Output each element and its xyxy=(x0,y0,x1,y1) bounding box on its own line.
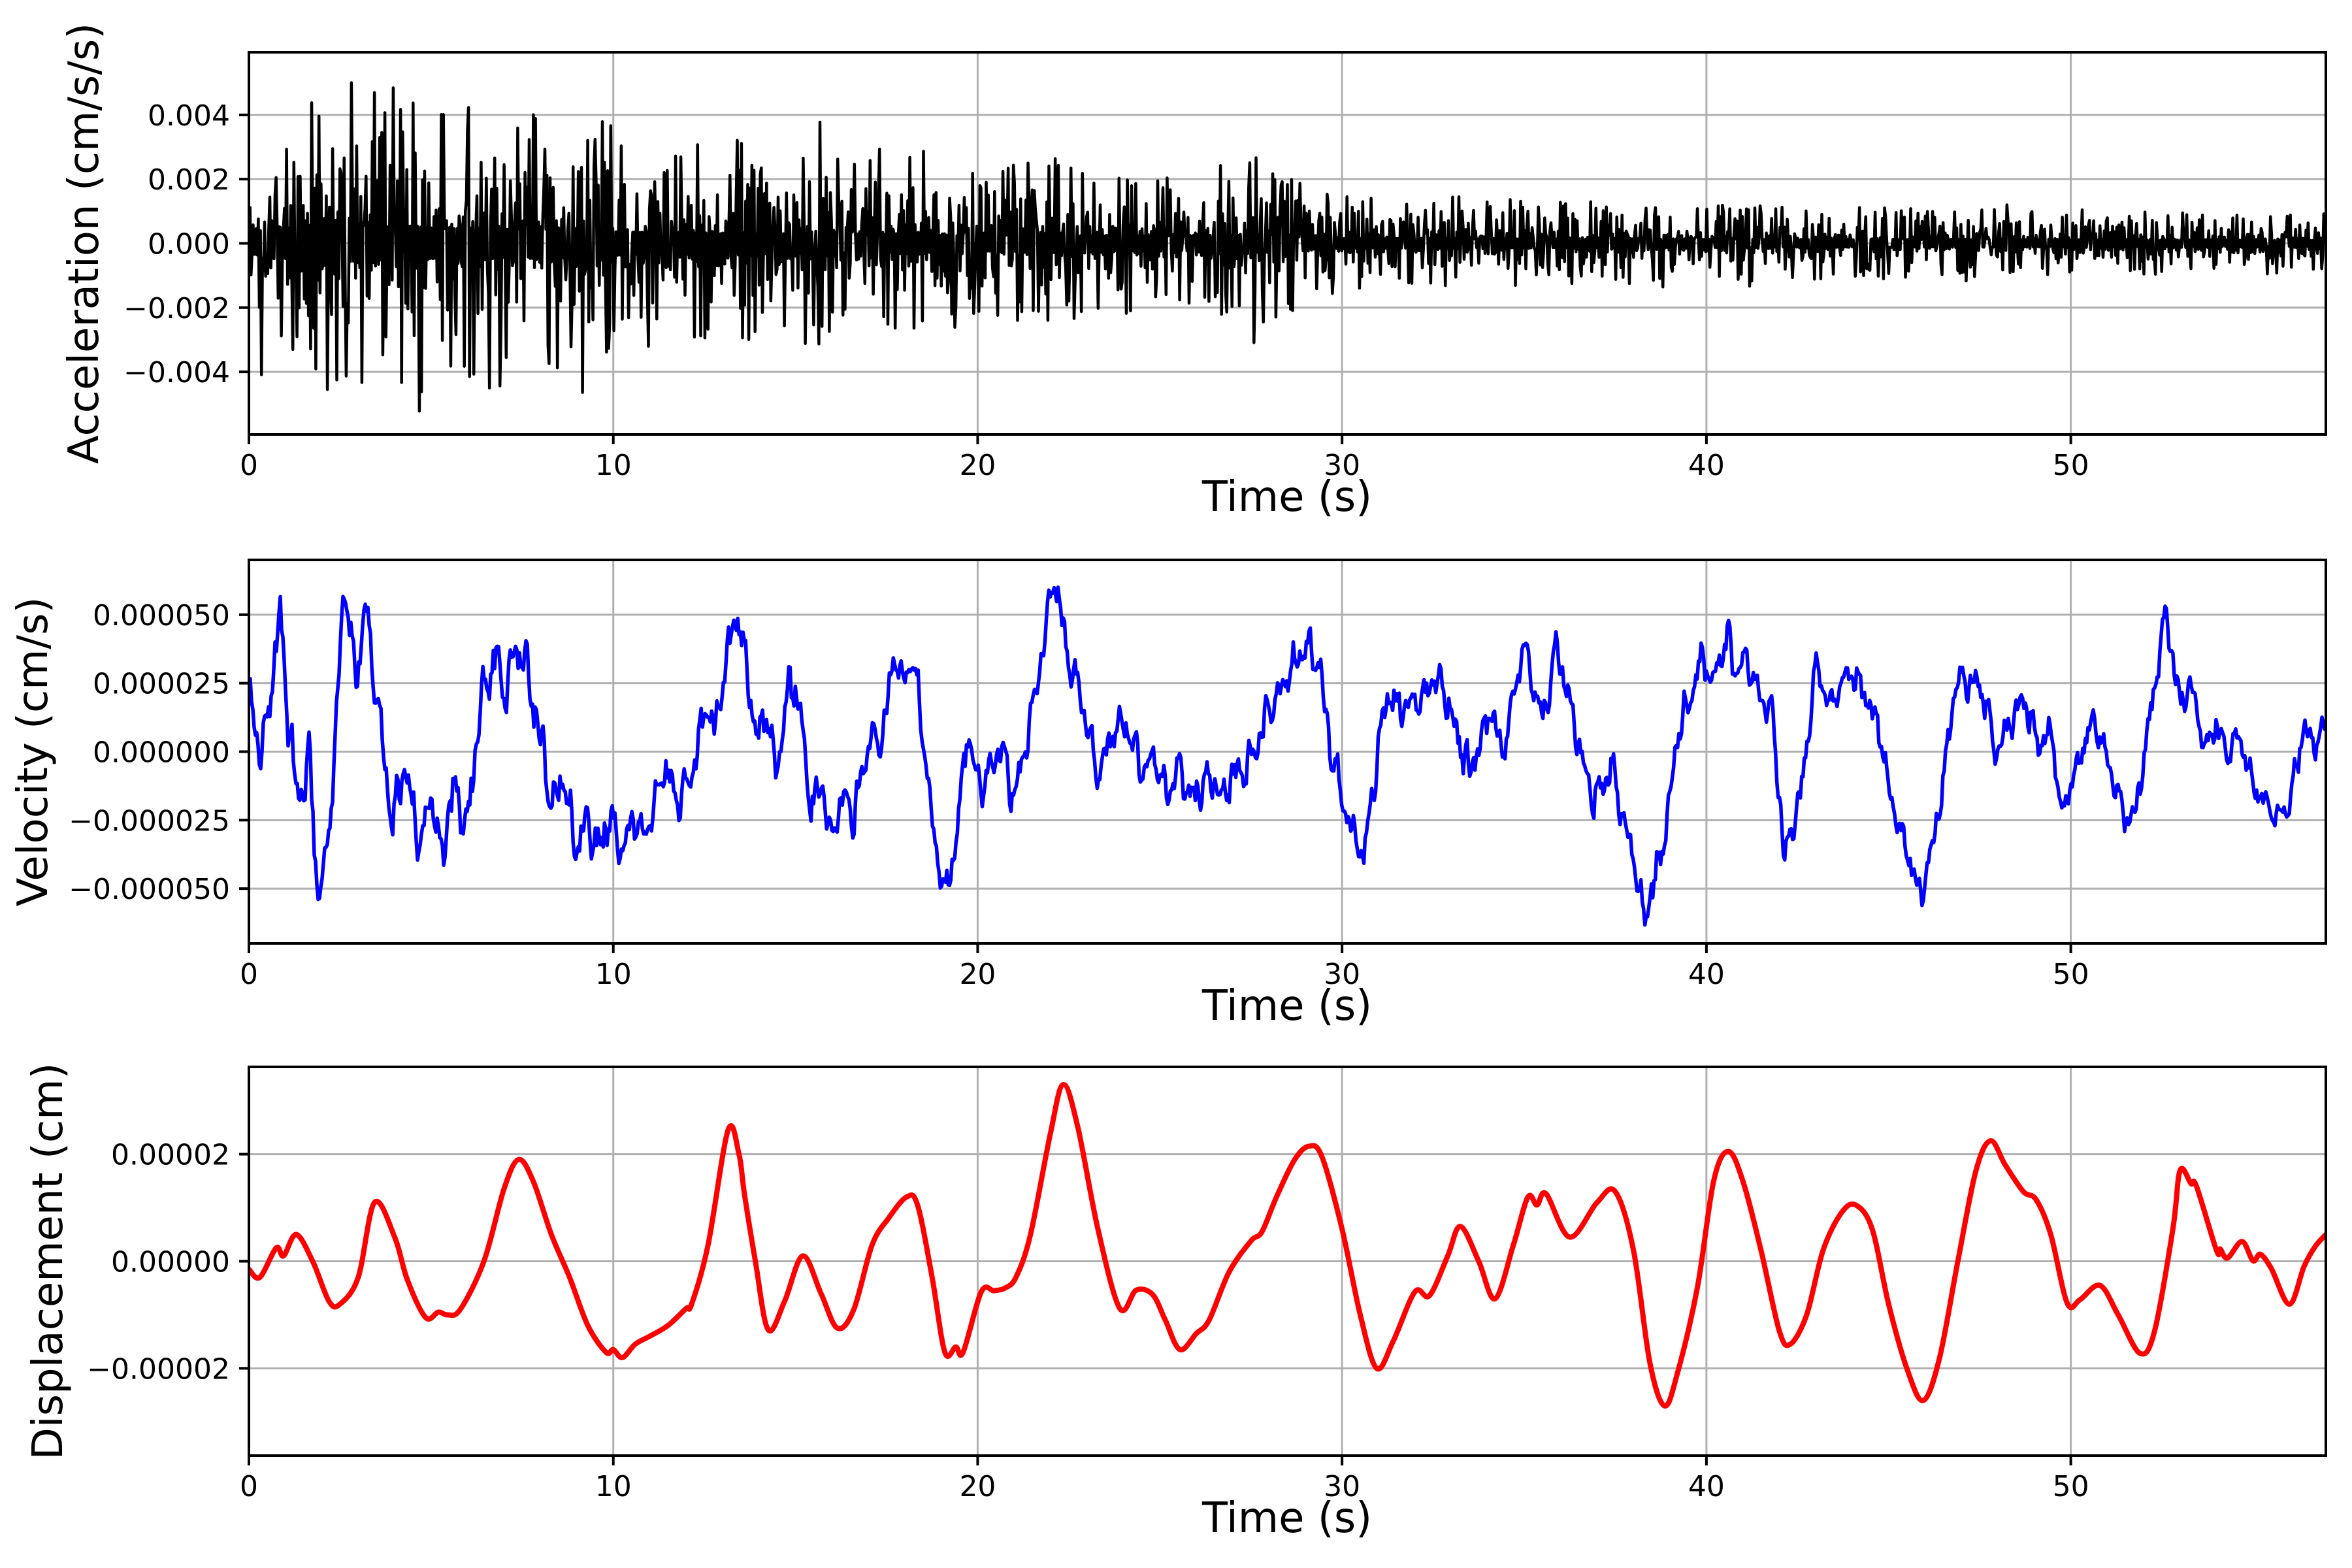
subplot-acceleration: 0 10 20 30 40 50 0.004 0.002 0.000 −0.002 −0.004 xyxy=(123,51,2327,482)
y-tick-label: −0.004 xyxy=(123,356,230,389)
x-tick-label: 30 xyxy=(1324,1470,1360,1503)
y-tick-label: 0.000050 xyxy=(93,599,230,632)
series-displacement xyxy=(249,1082,2326,1409)
x-tick-label: 0 xyxy=(240,449,258,482)
y-tick-label: −0.002 xyxy=(123,292,230,325)
y-tick-label: 0.00000 xyxy=(111,1246,230,1279)
subplot-displacement: 0 10 20 30 40 50 0.00002 0.00000 −0.00002 xyxy=(87,1066,2327,1503)
y-tick-label: 0.004 xyxy=(148,99,230,133)
subplot-velocity: 0 10 20 30 40 50 0.000050 0.000025 0.000000 −0.00… xyxy=(69,559,2327,991)
x-tick-label: 40 xyxy=(1688,958,1725,991)
x-tick-label: 30 xyxy=(1324,958,1360,991)
x-tick-label: 10 xyxy=(595,958,632,991)
y-axis-label-displacement: Displacement (cm) xyxy=(24,1063,73,1460)
y-tick-label: −0.000050 xyxy=(69,873,230,906)
y-tick-label: −0.00002 xyxy=(87,1352,230,1386)
x-tick-label: 0 xyxy=(240,958,258,991)
x-tick-label: 50 xyxy=(2053,449,2089,482)
y-tick-label: 0.000000 xyxy=(93,736,230,770)
x-tick-label: 50 xyxy=(2053,1470,2089,1503)
x-axis-label-displacement: Time (s) xyxy=(1201,1494,1372,1543)
x-tick-label: 50 xyxy=(2053,958,2089,991)
x-tick-label: 20 xyxy=(959,1470,996,1503)
x-tick-label: 10 xyxy=(595,449,632,482)
y-axis-label-velocity: Velocity (cm/s) xyxy=(9,597,57,907)
x-tick-label: 40 xyxy=(1688,1470,1725,1503)
x-tick-label: 40 xyxy=(1688,449,1725,482)
series-velocity xyxy=(249,585,2326,927)
x-tick-label: 10 xyxy=(595,1470,632,1503)
y-tick-label: 0.000 xyxy=(148,228,230,261)
x-tick-label: 20 xyxy=(959,958,996,991)
x-tick-label: 30 xyxy=(1324,449,1360,482)
x-tick-label: 20 xyxy=(959,449,996,482)
x-axis-label-acceleration: Time (s) xyxy=(1201,473,1372,521)
y-tick-label: 0.000025 xyxy=(93,668,230,701)
y-tick-label: 0.00002 xyxy=(111,1139,230,1172)
y-tick-label: −0.000025 xyxy=(69,804,230,838)
y-tick-label: 0.002 xyxy=(148,163,230,197)
x-axis-label-velocity: Time (s) xyxy=(1201,982,1372,1030)
series-acceleration xyxy=(249,81,2326,413)
y-axis-label-acceleration: Acceleration (cm/s/s) xyxy=(60,23,108,464)
plots-group: 0 10 20 30 40 50 0.004 0.002 0.000 −0.002 −0.004 0 1… xyxy=(69,51,2327,1503)
x-tick-label: 0 xyxy=(240,1470,258,1503)
